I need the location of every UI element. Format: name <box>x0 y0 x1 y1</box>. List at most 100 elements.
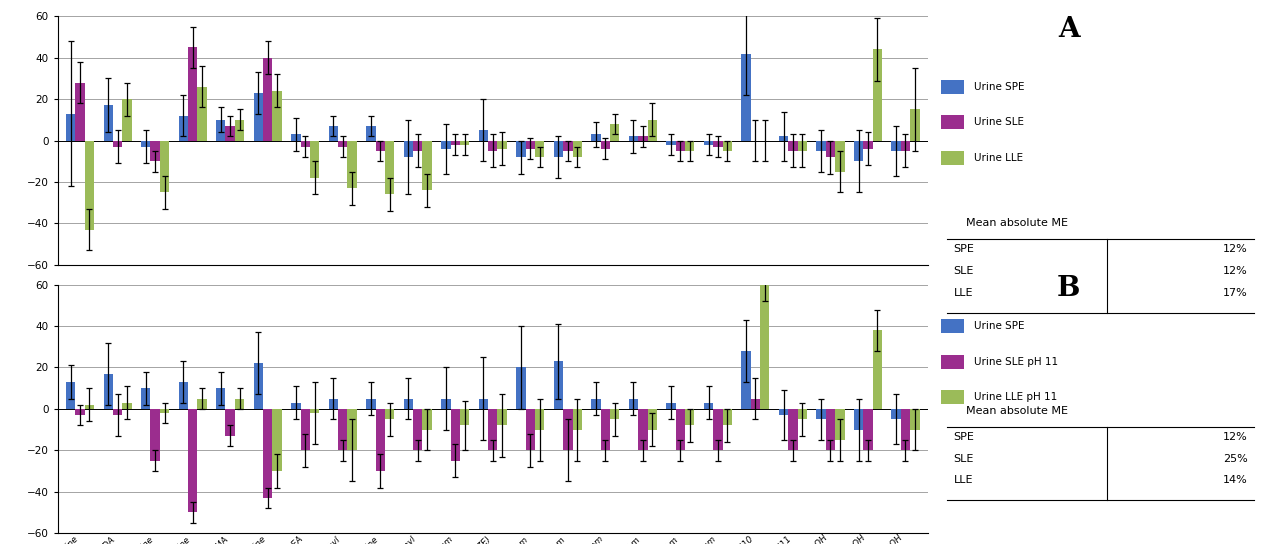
Bar <box>891 409 901 419</box>
Bar <box>835 140 845 171</box>
Bar <box>338 140 347 147</box>
Bar <box>676 140 685 151</box>
Bar <box>572 409 582 430</box>
Bar <box>910 409 919 430</box>
Bar <box>873 330 882 409</box>
Text: SLE: SLE <box>954 266 974 276</box>
Bar <box>151 140 160 161</box>
Bar <box>385 140 394 194</box>
Bar <box>910 109 919 140</box>
Bar <box>778 409 788 415</box>
Bar <box>873 50 882 140</box>
Bar <box>704 140 713 145</box>
Bar <box>413 409 422 450</box>
Bar <box>685 140 695 151</box>
Bar <box>422 140 431 190</box>
Bar <box>713 140 723 147</box>
Bar <box>498 140 507 149</box>
Bar <box>760 285 769 409</box>
Bar <box>76 83 84 140</box>
Text: 12%: 12% <box>1224 244 1248 254</box>
Bar <box>667 403 676 409</box>
Bar <box>160 409 169 413</box>
Text: 25%: 25% <box>1224 454 1248 463</box>
Bar <box>901 409 910 450</box>
Bar <box>216 388 225 409</box>
Text: Urine SLE: Urine SLE <box>974 118 1024 127</box>
Bar <box>788 409 797 450</box>
Bar <box>310 140 319 178</box>
Bar <box>488 140 498 151</box>
Bar <box>639 409 648 450</box>
Text: Urine SPE: Urine SPE <box>974 82 1024 92</box>
Bar <box>554 140 563 157</box>
Bar <box>863 409 873 450</box>
Bar <box>104 374 113 409</box>
Text: B: B <box>1057 275 1080 302</box>
Text: 12%: 12% <box>1224 432 1248 442</box>
Bar <box>141 388 151 409</box>
Text: Urine SPE: Urine SPE <box>974 322 1024 331</box>
Bar <box>778 137 788 140</box>
Text: A: A <box>1059 16 1079 44</box>
Text: Mean absolute ME: Mean absolute ME <box>966 406 1069 416</box>
Bar <box>854 140 863 161</box>
Bar <box>741 351 751 409</box>
Bar <box>291 403 301 409</box>
Bar <box>225 126 234 140</box>
Bar <box>451 140 460 145</box>
Bar <box>516 368 526 409</box>
Bar <box>611 124 620 140</box>
Text: SPE: SPE <box>954 432 974 442</box>
Text: 14%: 14% <box>1224 475 1248 485</box>
Bar <box>723 140 732 151</box>
Bar <box>422 409 431 430</box>
Bar <box>273 91 282 140</box>
Bar <box>891 140 901 151</box>
Bar <box>413 140 422 151</box>
Text: SLE: SLE <box>954 454 974 463</box>
Bar <box>403 140 413 157</box>
Text: Urine SLE pH 11: Urine SLE pH 11 <box>974 357 1059 367</box>
Bar <box>84 140 95 230</box>
Text: 17%: 17% <box>1224 288 1248 298</box>
Bar <box>366 399 375 409</box>
Bar <box>216 120 225 140</box>
Bar <box>123 403 132 409</box>
Bar <box>648 409 657 430</box>
Bar <box>797 140 806 151</box>
Bar <box>788 140 797 151</box>
Bar <box>67 114 76 140</box>
Bar <box>639 137 648 140</box>
Bar <box>113 140 123 147</box>
Bar <box>160 140 169 193</box>
Bar <box>863 140 873 149</box>
Bar <box>301 140 310 147</box>
Bar <box>817 409 826 419</box>
Bar <box>151 409 160 461</box>
Bar <box>188 47 197 140</box>
Bar <box>826 140 835 157</box>
Bar <box>535 140 544 157</box>
Bar <box>628 399 639 409</box>
Bar <box>188 409 197 512</box>
Bar <box>225 409 234 436</box>
Bar <box>84 405 95 409</box>
Bar <box>385 409 394 419</box>
Bar <box>563 409 572 450</box>
Bar <box>685 409 695 425</box>
Bar <box>835 409 845 440</box>
Bar <box>347 409 357 450</box>
Bar <box>273 409 282 471</box>
Text: LLE: LLE <box>954 475 973 485</box>
Bar <box>301 409 310 450</box>
Bar <box>76 409 84 415</box>
Bar <box>375 409 385 471</box>
Bar <box>451 409 460 461</box>
Bar <box>563 140 572 151</box>
Bar <box>676 409 685 450</box>
Bar <box>797 409 806 419</box>
Bar <box>104 106 113 140</box>
Bar <box>600 140 611 149</box>
Bar <box>751 399 760 409</box>
